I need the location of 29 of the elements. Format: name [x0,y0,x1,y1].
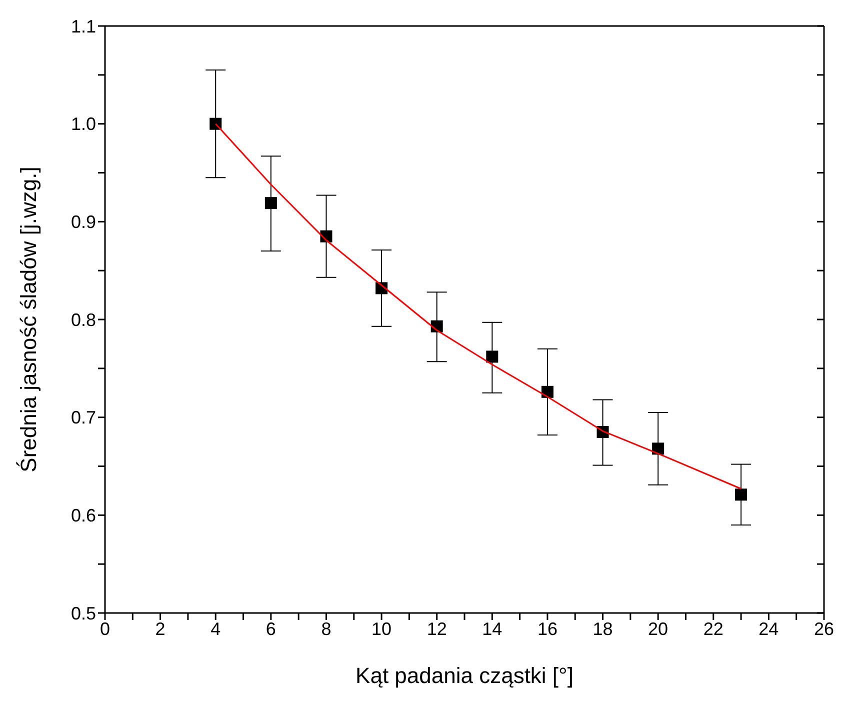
x-tick-label: 12 [426,618,447,639]
x-tick-label: 16 [537,618,558,639]
y-tick-label: 0.6 [70,506,96,526]
x-tick-label: 22 [703,618,724,639]
x-tick-label: 0 [100,618,110,639]
y-tick-label: 0.7 [70,408,96,428]
x-tick-label: 20 [648,618,668,639]
y-tick-label: 0.8 [70,310,96,330]
x-tick-label: 10 [372,618,392,639]
x-tick-label: 6 [266,618,276,639]
point [735,488,748,501]
point [264,197,277,210]
x-tick-label: 24 [758,618,779,639]
x-tick-label: 2 [155,618,166,639]
point [652,442,664,455]
x-tick-label: 8 [321,618,332,639]
x-tick-label: 18 [592,618,613,639]
x-tick-label: 4 [210,618,221,639]
y-axis-title: Średnia jasność śladów [j.wzg.] [16,166,41,472]
y-tick-label: 1.0 [70,114,96,134]
y-tick-label: 0.5 [70,603,96,624]
x-axis-title: Kąt padania cząstki [°] [356,663,574,688]
x-tick-label: 14 [482,618,502,639]
y-tick-label: 0.9 [70,212,96,232]
point [486,350,498,363]
x-tick-label: 26 [814,618,834,639]
y-tick-label: 1.1 [70,16,96,36]
point [541,386,554,398]
point [210,118,222,130]
